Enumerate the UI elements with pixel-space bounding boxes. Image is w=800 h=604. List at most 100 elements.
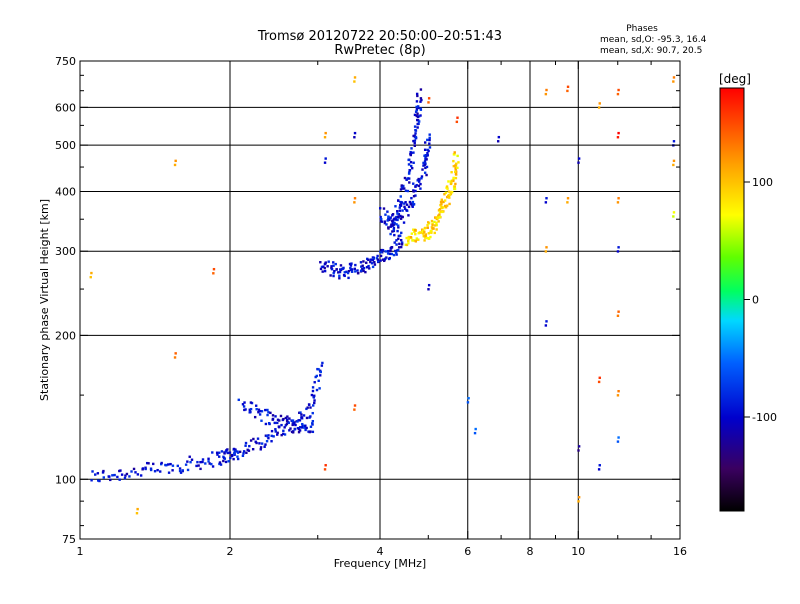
echo-point (407, 172, 411, 175)
echo-point (346, 271, 350, 275)
echo-point (174, 159, 177, 163)
echo-point (457, 161, 460, 164)
echo-point (315, 388, 319, 392)
echo-point (359, 261, 363, 264)
echo-point (257, 411, 260, 414)
echo-point (424, 166, 427, 170)
echo-point (314, 375, 317, 379)
echo-point (616, 394, 620, 397)
echo-point (450, 190, 454, 194)
echo-point (303, 426, 306, 429)
echo-point (419, 97, 423, 100)
echo-point (445, 204, 449, 207)
echo-point (219, 463, 223, 466)
echo-point (211, 451, 214, 454)
echo-point (376, 254, 379, 258)
echo-point (323, 269, 327, 273)
echo-point (305, 416, 309, 420)
echo-point (412, 151, 415, 154)
echo-point (399, 200, 402, 204)
echo-point (566, 85, 570, 88)
echo-point (416, 115, 420, 119)
echo-point (212, 272, 215, 275)
y-tick-label: 750 (55, 55, 76, 68)
echo-point (266, 408, 269, 412)
echo-point (455, 162, 458, 165)
echo-point (411, 205, 414, 208)
echo-point (415, 114, 418, 118)
echo-point (424, 156, 427, 159)
echo-point (420, 177, 423, 180)
echo-point (90, 479, 93, 482)
echo-point (249, 439, 253, 442)
echo-point (212, 267, 216, 271)
echo-point (426, 154, 429, 157)
echo-point (421, 230, 425, 233)
echo-point (321, 270, 324, 273)
echo-point (237, 398, 240, 402)
echo-point (443, 204, 447, 208)
echo-point (431, 227, 435, 230)
echo-point (399, 217, 403, 220)
echo-point (123, 476, 127, 480)
echo-point (317, 379, 320, 382)
echo-point (311, 430, 315, 434)
echo-point (383, 258, 386, 261)
echo-point (354, 270, 357, 273)
echo-point (350, 268, 354, 271)
echo-point (218, 451, 221, 454)
echo-point (400, 184, 403, 187)
echo-point (384, 250, 387, 253)
echo-point (290, 419, 293, 422)
echo-point (405, 243, 409, 247)
echo-point (566, 197, 570, 200)
echo-point (454, 170, 457, 174)
echo-point (672, 211, 676, 214)
echo-point (395, 215, 398, 219)
echo-point (226, 451, 229, 455)
echo-point (450, 179, 454, 182)
echo-point (120, 473, 124, 476)
echo-point (353, 80, 356, 83)
echo-point (181, 469, 184, 472)
echo-point (248, 408, 251, 411)
echo-point (597, 380, 601, 384)
echo-point (320, 364, 324, 367)
echo-point (216, 453, 219, 456)
echo-point (544, 250, 548, 253)
echo-point (388, 218, 391, 222)
echo-point (443, 199, 447, 202)
echo-point (395, 243, 398, 246)
echo-point (417, 120, 421, 123)
echo-point (311, 404, 315, 407)
echo-point (136, 507, 139, 511)
echo-point (284, 416, 287, 420)
echo-point (149, 468, 153, 472)
echo-point (405, 209, 408, 212)
echo-point (416, 118, 419, 122)
echo-point (367, 258, 370, 262)
echo-point (420, 98, 423, 102)
echo-point (398, 234, 401, 237)
echo-point (417, 238, 420, 241)
echo-point (236, 451, 240, 454)
echo-point (236, 457, 240, 461)
echo-point (394, 249, 397, 253)
echo-point (319, 370, 322, 374)
echo-point (124, 474, 127, 477)
echo-point (411, 200, 415, 204)
echo-point (417, 106, 420, 110)
colorbar-label: [deg] (719, 72, 751, 86)
echo-point (264, 434, 268, 437)
echo-point (188, 455, 191, 458)
echo-point (178, 469, 182, 473)
echo-point (311, 411, 314, 415)
echo-point (302, 414, 306, 417)
colorbar-tick-label: 0 (752, 294, 759, 307)
echo-point (139, 474, 143, 477)
echo-point (425, 165, 429, 169)
echo-point (224, 450, 228, 453)
echo-point (419, 88, 423, 91)
echo-point (362, 266, 366, 270)
